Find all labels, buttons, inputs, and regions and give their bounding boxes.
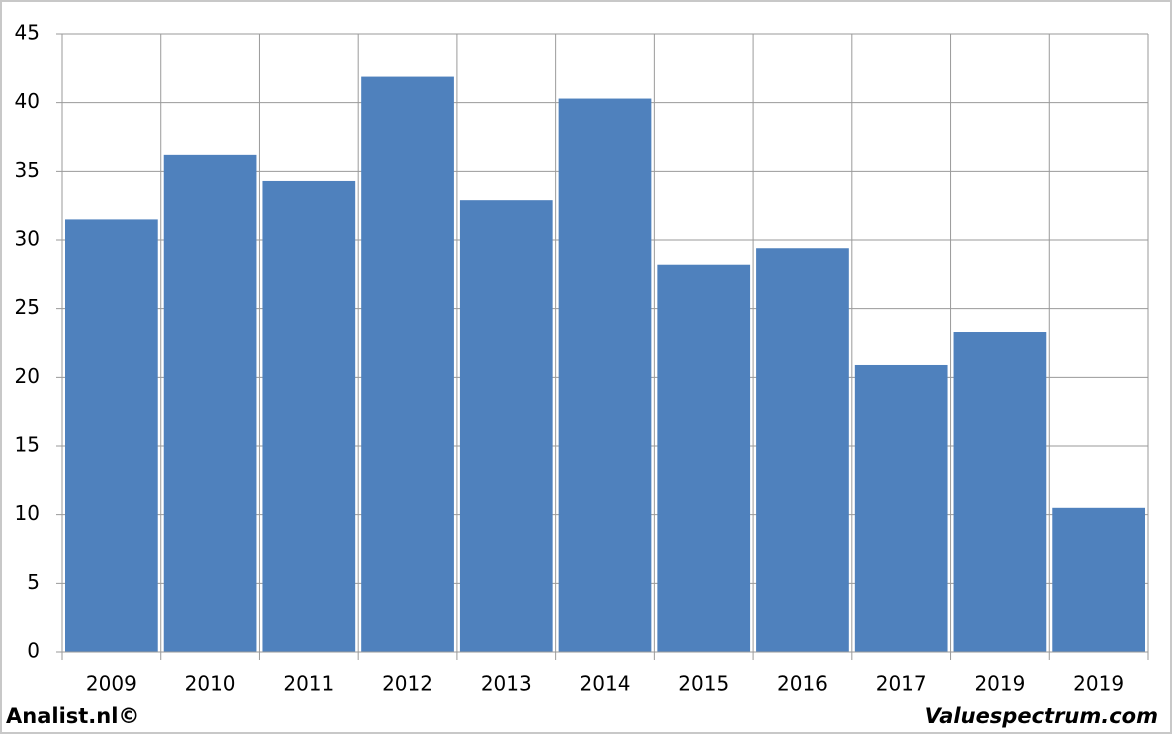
y-tick-label: 5 [27, 570, 40, 594]
y-tick-label: 30 [15, 227, 40, 251]
footer-left: Analist.nl© [6, 704, 139, 728]
x-tick-label: 2015 [678, 672, 729, 696]
bar [361, 76, 454, 652]
y-tick-label: 20 [15, 364, 40, 388]
x-tick-label: 2013 [481, 672, 532, 696]
y-tick-label: 0 [27, 639, 40, 663]
x-tick-label: 2014 [580, 672, 631, 696]
x-tick-label: 2009 [86, 672, 137, 696]
bar [756, 248, 849, 653]
y-tick-label: 35 [15, 158, 40, 182]
footer-right: Valuespectrum.com [925, 704, 1158, 728]
y-tick-label: 15 [15, 433, 40, 457]
bar [1052, 507, 1145, 652]
x-tick-label: 2016 [777, 672, 828, 696]
x-tick-label: 2011 [283, 672, 334, 696]
x-tick-label: 2019 [1073, 672, 1124, 696]
bar [953, 332, 1047, 652]
bar [459, 200, 553, 652]
y-tick-label: 10 [15, 501, 40, 525]
y-tick-label: 25 [15, 295, 40, 319]
bar [163, 154, 257, 652]
bar [854, 364, 948, 652]
bar [65, 219, 158, 652]
x-tick-label: 2012 [382, 672, 433, 696]
x-tick-label: 2019 [974, 672, 1025, 696]
x-tick-label: 2017 [876, 672, 927, 696]
y-tick-label: 40 [15, 89, 40, 113]
y-tick-label: 45 [15, 21, 40, 45]
bar [657, 264, 751, 652]
bar [558, 98, 652, 652]
bar [262, 180, 356, 653]
x-tick-label: 2010 [185, 672, 236, 696]
